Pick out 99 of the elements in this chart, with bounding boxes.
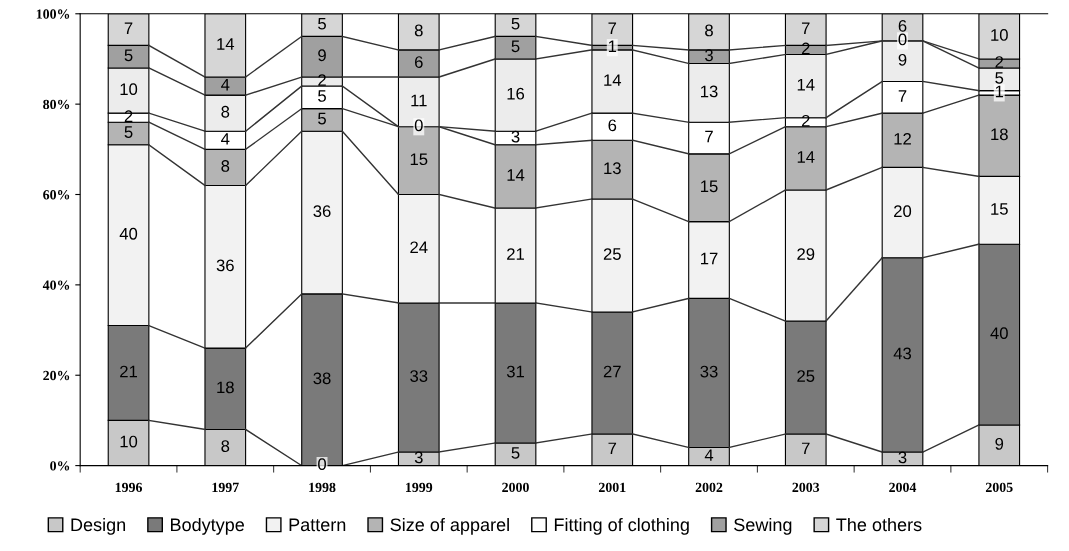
x-tick-label: 2001 (598, 482, 626, 493)
data-label: 5 (995, 72, 1004, 84)
x-tick-label: 2003 (792, 482, 820, 493)
x-tick-label: 1997 (212, 482, 239, 493)
data-label: 21 (507, 248, 524, 260)
data-label: 8 (221, 105, 230, 118)
data-label: 15 (410, 153, 428, 166)
data-label: 0 (318, 458, 327, 471)
data-label: 9 (898, 53, 907, 66)
legend-label: Bodytype (171, 517, 244, 535)
data-label: 8 (221, 160, 230, 172)
data-label: 6 (414, 56, 423, 68)
data-label: 16 (507, 87, 525, 100)
data-label: 9 (995, 437, 1004, 450)
data-label: 20 (894, 205, 912, 218)
data-label: 36 (216, 259, 234, 272)
data-label: 3 (511, 130, 520, 143)
data-label: 33 (700, 365, 718, 378)
data-label: 18 (217, 381, 234, 394)
data-label: 27 (603, 365, 621, 378)
data-label: 40 (990, 327, 1008, 340)
data-label: 29 (797, 248, 815, 260)
data-label: 14 (507, 169, 525, 181)
data-label: 3 (898, 451, 907, 464)
legend-label: The others (836, 517, 922, 532)
data-label: 0 (414, 119, 423, 132)
x-tick-label: 2000 (502, 482, 529, 493)
legend-label: Pattern (289, 518, 346, 532)
data-label: 25 (797, 370, 815, 382)
data-label: 7 (608, 22, 617, 34)
data-label: 5 (124, 49, 133, 62)
data-label: 4 (221, 133, 230, 145)
data-label: 25 (603, 248, 621, 260)
data-label: 21 (120, 365, 137, 378)
y-tick-label: 40% (42, 280, 70, 290)
data-label: 5 (511, 447, 520, 459)
data-label: 4 (704, 449, 714, 461)
data-label: 14 (217, 38, 235, 50)
data-label: 14 (797, 78, 815, 91)
legend-label: Sewing (734, 517, 792, 535)
data-label: 5 (318, 17, 326, 30)
data-label: 5 (511, 17, 520, 30)
data-label: 9 (318, 49, 326, 62)
data-label: 5 (511, 40, 520, 53)
data-label: 13 (701, 85, 718, 98)
data-label: 5 (318, 90, 326, 102)
x-tick-label: 1999 (406, 482, 433, 493)
data-label: 8 (221, 440, 230, 452)
data-label: 40 (119, 227, 138, 240)
data-label: 1 (608, 40, 617, 52)
data-label: 4 (221, 78, 230, 91)
data-label: 10 (120, 83, 138, 96)
y-tick-label: 0% (50, 461, 70, 471)
y-tick-label: 80% (43, 99, 70, 110)
data-label: 36 (313, 205, 331, 218)
data-label: 31 (506, 365, 524, 378)
legend-label: Design (71, 517, 126, 535)
legend-label: Fitting of clothing (554, 517, 689, 535)
data-label: 24 (410, 241, 428, 254)
data-label: 7 (801, 442, 810, 455)
data-label: 43 (893, 347, 912, 360)
data-label: 8 (414, 24, 423, 37)
data-label: 7 (705, 130, 713, 143)
data-label: 8 (705, 24, 713, 37)
data-label: 3 (414, 451, 423, 464)
data-label: 15 (991, 203, 1008, 215)
data-label: 7 (124, 22, 133, 34)
legend-label: Size of apparel (390, 517, 509, 535)
data-label: 6 (898, 20, 907, 32)
data-label: 0 (898, 33, 907, 46)
data-label: 14 (604, 74, 622, 86)
data-label: 38 (313, 372, 331, 385)
data-label: 10 (120, 435, 138, 448)
data-label: 17 (701, 252, 718, 265)
data-label: 5 (318, 112, 326, 125)
data-label: 10 (991, 29, 1008, 41)
data-label: 13 (604, 162, 621, 175)
data-label: 7 (801, 22, 810, 34)
data-label: 1 (995, 85, 1004, 98)
data-label: 15 (701, 180, 718, 193)
data-label: 33 (410, 370, 428, 382)
x-tick-label: 2005 (985, 482, 1013, 493)
x-tick-label: 1998 (309, 482, 336, 493)
data-label: 12 (894, 132, 911, 145)
y-tick-label: 100% (36, 9, 70, 19)
data-label: 7 (608, 442, 617, 455)
data-label: 11 (411, 94, 427, 107)
data-label: 3 (705, 49, 713, 62)
y-tick-label: 60% (43, 190, 70, 200)
x-tick-label: 2002 (695, 482, 723, 493)
y-tick-label: 20% (43, 370, 70, 381)
data-label: 14 (797, 151, 815, 163)
data-label: 18 (991, 128, 1008, 141)
data-label: 2 (801, 114, 810, 127)
x-tick-label: 1996 (115, 482, 143, 493)
x-tick-label: 2004 (889, 482, 917, 493)
data-label: 5 (124, 126, 133, 138)
data-label: 6 (608, 119, 617, 132)
data-label: 7 (898, 90, 907, 102)
